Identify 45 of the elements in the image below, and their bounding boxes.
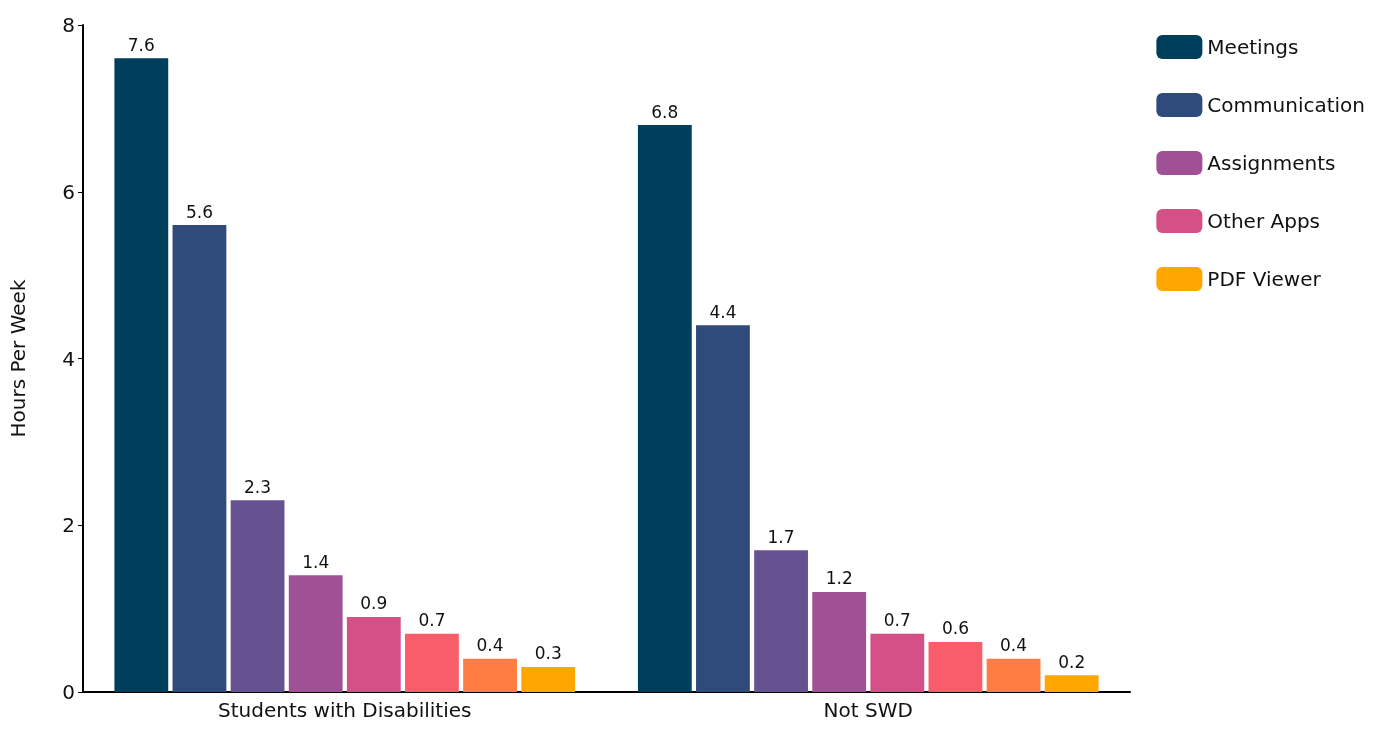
data-label: 1.4: [302, 551, 330, 572]
data-label: 0.4: [476, 635, 504, 656]
bar: [870, 633, 925, 692]
data-label: 6.8: [651, 101, 679, 122]
data-label: 2.3: [244, 476, 272, 497]
bar: [986, 658, 1041, 692]
data-label: 4.4: [709, 301, 737, 322]
bar: [928, 641, 983, 692]
bar: [637, 125, 692, 692]
data-label: 0.6: [941, 618, 969, 639]
x-tick-label: Students with Disabilities: [218, 698, 472, 722]
data-label: 0.7: [418, 610, 446, 631]
bar: [521, 666, 576, 692]
data-label: 0.4: [1000, 635, 1028, 656]
data-label: 0.3: [534, 643, 562, 664]
legend-label: PDF Viewer: [1207, 267, 1322, 291]
legend-label: Meetings: [1207, 35, 1299, 59]
bar: [172, 225, 227, 692]
bar: [405, 633, 459, 692]
legend-label: Other Apps: [1207, 209, 1320, 233]
data-label: 0.2: [1058, 651, 1086, 672]
y-tick-label: 2: [62, 513, 75, 538]
data-label: 7.6: [127, 34, 155, 55]
y-tick-label: 8: [62, 13, 75, 37]
y-tick-label: 0: [62, 680, 75, 704]
bar: [1044, 675, 1099, 692]
data-label: 1.7: [767, 526, 795, 547]
bar: [288, 575, 343, 692]
x-tick-label: Not SWD: [823, 698, 913, 722]
legend-label: Communication: [1207, 93, 1365, 117]
y-tick-label: 4: [62, 346, 75, 371]
legend-label: Assignments: [1207, 151, 1336, 175]
data-label: 0.7: [883, 610, 911, 631]
bar: [346, 616, 401, 692]
data-label: 5.6: [185, 201, 213, 222]
data-label: 0.9: [360, 593, 388, 614]
y-axis-title: Hours Per Week: [6, 279, 30, 438]
bar: [463, 658, 517, 692]
bar: [230, 500, 285, 692]
bar: [754, 550, 808, 692]
y-tick-label: 6: [62, 179, 75, 204]
bar: [812, 591, 867, 692]
data-label: 1.2: [825, 568, 853, 589]
bar: [696, 325, 750, 692]
bar: [114, 58, 169, 692]
